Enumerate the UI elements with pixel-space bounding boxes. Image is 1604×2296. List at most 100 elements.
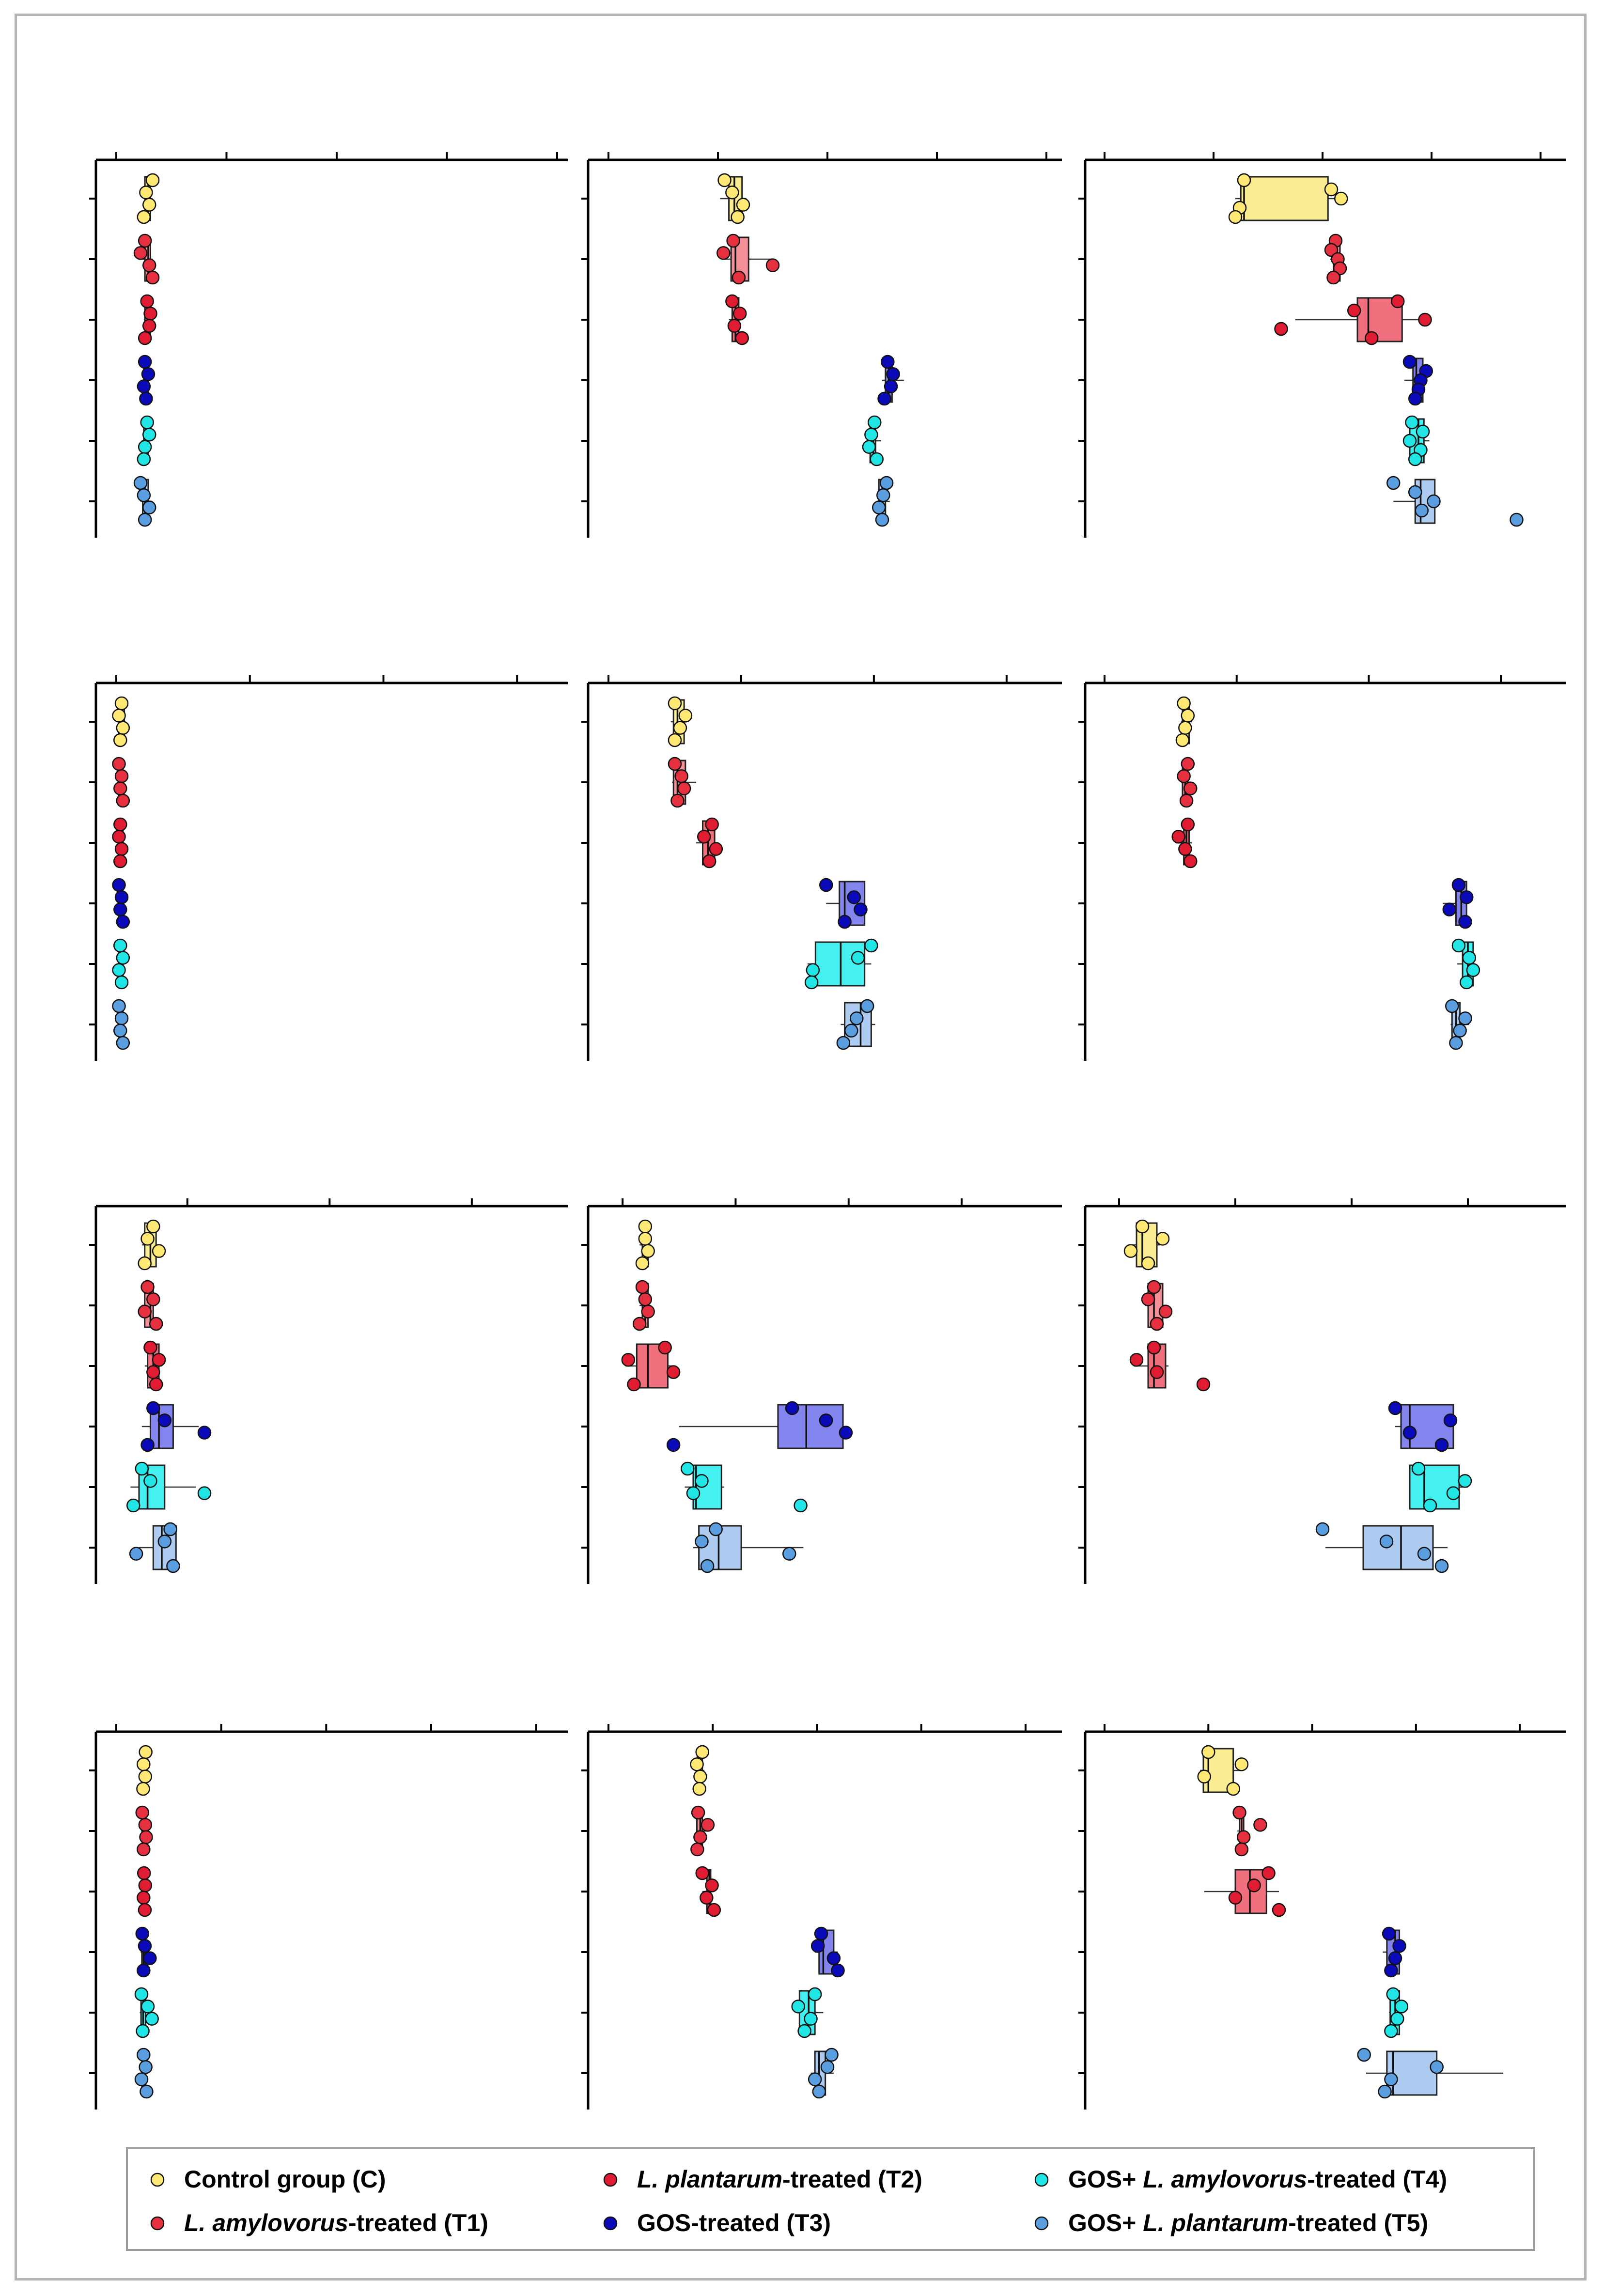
data-point (1228, 210, 1243, 224)
data-point (1155, 1232, 1170, 1246)
data-point (1184, 781, 1198, 795)
data-point (1430, 2060, 1444, 2074)
data-point (146, 1292, 160, 1306)
chart-panel-0-1 (581, 152, 1062, 538)
data-point (1427, 494, 1441, 509)
data-point (142, 198, 156, 212)
data-point (872, 500, 886, 514)
data-point (1228, 1891, 1243, 1905)
data-point (797, 2024, 811, 2038)
data-point (725, 294, 739, 309)
data-point (135, 1805, 149, 1820)
data-point (141, 367, 156, 381)
data-point (806, 963, 820, 977)
legend-box (126, 2147, 1535, 2251)
data-point (820, 2060, 835, 2074)
data-point (1141, 1292, 1155, 1306)
data-point (1226, 1782, 1240, 1796)
figure-frame (15, 14, 1587, 2280)
data-point (670, 793, 685, 808)
data-point (1388, 1401, 1402, 1415)
data-point (1415, 503, 1429, 518)
data-point (140, 415, 154, 430)
data-point (140, 294, 154, 309)
data-point (838, 915, 852, 929)
data-point (1197, 1769, 1211, 1784)
data-point (140, 1280, 155, 1294)
legend-label: GOS+ L. plantarum-treated (T5) (1068, 2209, 1428, 2236)
data-point (731, 210, 745, 224)
data-point (1434, 1438, 1449, 1452)
data-point (1171, 830, 1185, 844)
chart-panel-1-1 (581, 675, 1062, 1061)
data-point (1357, 2048, 1371, 2062)
data-point (138, 233, 152, 248)
data-point (137, 379, 151, 393)
chart-panel-2-0 (89, 1198, 568, 1584)
data-point (113, 902, 127, 916)
data-point (641, 1304, 655, 1319)
data-point (860, 999, 874, 1013)
data-point (705, 1878, 719, 1893)
data-point (138, 512, 152, 527)
data-point (138, 1256, 152, 1271)
data-point (137, 488, 151, 502)
data-point (701, 1818, 715, 1832)
data-point (674, 769, 688, 783)
data-point (825, 2048, 839, 2062)
data-point (1365, 331, 1379, 345)
data-point (690, 1842, 704, 1857)
data-point (765, 258, 780, 272)
data-point (808, 2072, 822, 2086)
data-point (138, 331, 152, 345)
data-point (1384, 2072, 1398, 2086)
legend-label: GOS-treated (T3) (637, 2209, 831, 2236)
data-point (1129, 1353, 1144, 1367)
data-point (1451, 878, 1466, 892)
legend-label-part: -treated (T5) (1288, 2209, 1428, 2236)
data-point (1147, 1280, 1161, 1294)
data-point (668, 733, 682, 747)
legend-label: L. amylovorus-treated (T1) (184, 2209, 488, 2236)
data-point (136, 1782, 150, 1796)
legend-label-part: GOS+ (1068, 2209, 1143, 2236)
data-point (145, 270, 160, 285)
data-point (1378, 2084, 1392, 2099)
data-point (879, 476, 894, 490)
data-point (673, 721, 687, 735)
data-point (1408, 452, 1422, 466)
data-point (794, 1498, 808, 1513)
data-point (839, 1426, 853, 1440)
data-point (677, 781, 691, 795)
data-point (690, 1757, 704, 1771)
data-point (137, 210, 151, 224)
chart-panel-3-1 (581, 1724, 1062, 2110)
data-point (632, 1317, 647, 1331)
data-point (1460, 890, 1474, 904)
data-point (1141, 1256, 1155, 1271)
data-point (862, 440, 876, 454)
data-point (641, 1244, 655, 1258)
data-point (143, 1474, 157, 1488)
data-point (810, 1939, 825, 1953)
data-point (886, 367, 900, 381)
data-point (635, 1256, 650, 1271)
data-point (638, 1292, 653, 1306)
data-point (157, 1535, 172, 1549)
legend-label-part: L. amylovorus (184, 2209, 348, 2236)
data-point (112, 830, 126, 844)
data-point (695, 1866, 709, 1880)
data-point (113, 1024, 127, 1038)
chart-panel-1-2 (1078, 675, 1566, 1061)
data-point (726, 233, 740, 248)
data-point (145, 173, 160, 187)
data-point (112, 963, 126, 977)
data-point (1408, 391, 1422, 406)
data-point (114, 1011, 129, 1025)
box-iqr (1386, 2050, 1438, 2096)
data-point (1201, 1745, 1215, 1759)
data-point (112, 709, 126, 723)
data-point (1234, 1757, 1249, 1771)
data-point (116, 915, 130, 929)
